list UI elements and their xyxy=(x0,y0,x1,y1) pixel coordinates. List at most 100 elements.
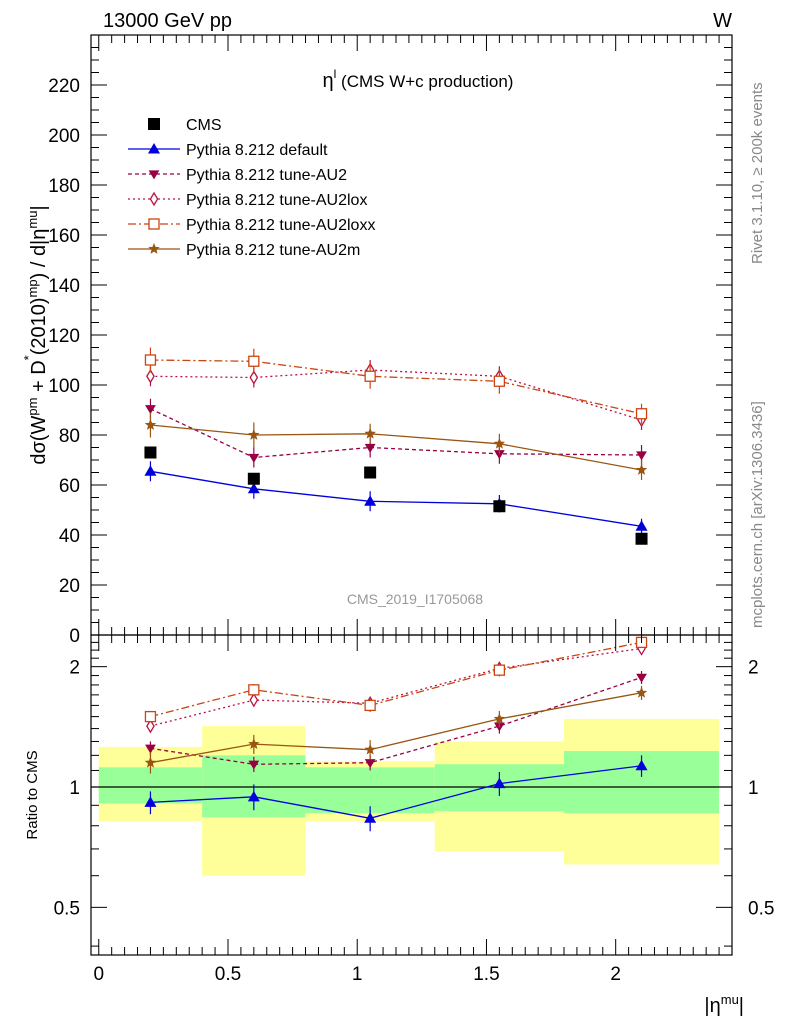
y-tick-label: 160 xyxy=(48,226,80,247)
series-point-3 xyxy=(635,408,648,420)
x-tick-label: 1.5 xyxy=(473,964,499,985)
y-tick-label: 140 xyxy=(48,276,80,297)
ratio-point-3 xyxy=(144,710,157,723)
x-tick-label: 1 xyxy=(352,964,363,985)
ratio-point-4 xyxy=(635,686,648,698)
legend-label-4: Pythia 8.212 tune-AU2m xyxy=(186,242,360,259)
ratio-point-3 xyxy=(493,664,506,676)
series-line-1 xyxy=(150,408,642,459)
ratio-point-4 xyxy=(248,738,260,749)
series-point-1 xyxy=(493,450,505,460)
series-point-1 xyxy=(636,451,647,461)
legend-marker-2 xyxy=(149,191,159,207)
ratio-axis-ticks: 0 0.5 1 1.5 2 0.5 0.5 1 1 2 2 xyxy=(54,635,774,985)
ratio-y-tick-label-right: 1 xyxy=(748,778,759,799)
ratio-line-2 xyxy=(150,647,642,727)
y-axis-label: dσ(Wpm + D*(2010)mp) / d|ηmu| xyxy=(21,205,50,464)
y-tick-label: 40 xyxy=(59,526,80,547)
data-point xyxy=(364,466,377,479)
main-axis-ticks: 0 20 40 60 80 100 120 140 160 180 200 220 xyxy=(48,34,732,647)
series-point-3 xyxy=(248,355,260,367)
series-line-0 xyxy=(150,470,642,527)
series-point-0 xyxy=(247,482,260,494)
ratio-y-tick-label-right: 2 xyxy=(748,658,759,679)
x-tick-label: 0.5 xyxy=(215,964,241,985)
y-tick-label: 100 xyxy=(48,376,80,397)
series-point-4 xyxy=(493,437,506,449)
legend-label-2: Pythia 8.212 tune-AU2lox xyxy=(186,192,367,209)
series-point-3 xyxy=(364,370,376,382)
main-panel: 0 20 40 60 80 100 120 140 160 180 200 220 CMS_2019_… xyxy=(21,34,733,647)
series-point-0 xyxy=(144,465,157,476)
mcplots-credit-label: mcplots.cern.ch [arXiv:1306.3436] xyxy=(749,401,766,628)
legend: CMS Pythia 8.212 default Pythia 8.212 tune… xyxy=(128,117,375,259)
plot-title-sup: l xyxy=(334,67,337,81)
ratio-point-2 xyxy=(146,718,155,734)
legend-marker-4 xyxy=(148,243,160,254)
legend-marker-0 xyxy=(148,143,160,154)
ratio-point-4 xyxy=(493,712,506,724)
ratio-panel: 0 0.5 1 1.5 2 0.5 0.5 1 1 2 2 Ratio to CMS xyxy=(24,634,774,985)
ratio-point-0 xyxy=(144,796,157,807)
series-point-0 xyxy=(635,520,648,531)
y-tick-label: 200 xyxy=(48,126,80,147)
ratio-plot-marks xyxy=(91,636,732,876)
ratio-y-tick-label: 0.5 xyxy=(54,898,80,919)
series-point-2 xyxy=(146,368,155,384)
plot-title-text: (CMS W+c production) xyxy=(336,72,513,91)
ratio-point-4 xyxy=(144,756,157,768)
watermark-label: CMS_2019_I1705068 xyxy=(347,591,483,607)
legend-label-3: Pythia 8.212 tune-AU2loxx xyxy=(186,217,375,234)
series-point-1 xyxy=(364,443,376,453)
y-tick-label: 80 xyxy=(59,426,80,447)
legend-marker-1 xyxy=(148,170,160,180)
ratio-point-0 xyxy=(247,790,260,802)
legend-marker-3 xyxy=(148,218,160,230)
data-point xyxy=(493,500,506,513)
y-tick-label: 220 xyxy=(48,76,80,97)
x-tick-label: 2 xyxy=(610,964,621,985)
ratio-point-1 xyxy=(636,673,647,683)
series-point-4 xyxy=(635,464,648,475)
ratio-plot-frame xyxy=(90,634,733,956)
legend-label-data: CMS xyxy=(186,117,222,134)
data-point xyxy=(144,446,157,459)
legend-label-0: Pythia 8.212 default xyxy=(186,142,328,159)
series-point-0 xyxy=(364,495,377,506)
series-point-3 xyxy=(493,375,506,387)
series-line-3 xyxy=(150,359,642,415)
y-tick-label: 0 xyxy=(69,626,80,647)
ratio-point-0 xyxy=(493,777,506,789)
plot-title: ηl (CMS W+c production) xyxy=(323,67,514,92)
y-tick-label: 120 xyxy=(48,326,80,347)
ratio-y-tick-label: 2 xyxy=(69,658,80,679)
data-point xyxy=(247,472,260,485)
legend-label-1: Pythia 8.212 tune-AU2 xyxy=(186,167,347,184)
energy-label: 13000 GeV pp xyxy=(103,10,232,32)
ratio-point-2 xyxy=(249,692,259,708)
series-point-2 xyxy=(249,370,259,385)
series-point-1 xyxy=(248,453,260,463)
plot-title-eta: η xyxy=(323,70,334,92)
series-line-4 xyxy=(150,424,642,471)
series-point-4 xyxy=(364,427,376,439)
rivet-version-label: Rivet 3.1.10, ≥ 200k events xyxy=(749,82,766,264)
series-point-4 xyxy=(248,429,260,440)
y-tick-label: 180 xyxy=(48,176,80,197)
ratio-point-1 xyxy=(248,760,260,770)
series-point-4 xyxy=(144,419,157,430)
ratio-point-0 xyxy=(364,812,377,823)
process-label: W xyxy=(713,10,732,32)
x-axis-label: |ηmu| xyxy=(704,992,744,1017)
ratio-y-axis-label: Ratio to CMS xyxy=(24,750,41,839)
y-tick-label: 20 xyxy=(59,576,80,597)
legend-marker-data xyxy=(148,118,160,130)
ratio-point-3 xyxy=(364,699,376,712)
ratio-band-inner xyxy=(305,767,435,814)
series-point-3 xyxy=(144,354,157,366)
ratio-y-tick-label: 1 xyxy=(69,778,80,799)
data-point xyxy=(635,532,648,545)
ratio-point-1 xyxy=(364,759,376,769)
y-tick-label: 60 xyxy=(59,476,80,497)
